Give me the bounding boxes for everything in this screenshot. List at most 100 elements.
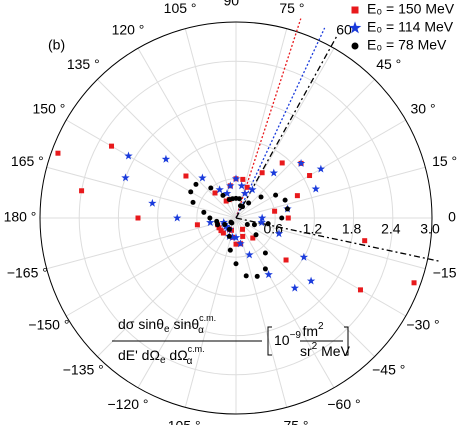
data-point (282, 197, 288, 203)
angular-grid-line (66, 217, 237, 317)
data-point (244, 222, 250, 228)
legend-item: E₀ = 78 MeV (351, 37, 447, 53)
data-point (357, 287, 363, 293)
formula-part: α (187, 356, 193, 367)
data-point (226, 181, 235, 190)
data-point (257, 213, 267, 222)
data-point (135, 215, 141, 221)
angle-tick-label: 60 (336, 22, 352, 38)
formula-part: dσ sinθ (118, 316, 164, 332)
data-point (228, 232, 237, 241)
data-point (265, 221, 271, 227)
data-point (243, 273, 249, 279)
data-point (262, 250, 268, 256)
data-point (250, 235, 256, 241)
angle-tick-label: −120 ° (107, 396, 148, 412)
angle-tick-label: 45 ° (376, 56, 401, 72)
data-point (273, 192, 279, 198)
data-point (272, 208, 278, 214)
formula-part: MeV (317, 343, 350, 359)
legend-item: E₀ = 150 MeV (351, 1, 455, 17)
data-point (201, 209, 207, 215)
angular-grid-line (235, 217, 375, 357)
formula-part: 10 (274, 332, 290, 348)
data-point (264, 270, 273, 279)
angle-tick-label: 75 ° (279, 0, 304, 16)
formula-part: −9 (290, 330, 302, 341)
data-point (190, 199, 196, 205)
radial-grid-circle (39, 21, 433, 415)
legend-label: E₀ = 150 MeV (367, 1, 455, 17)
angular-grid-line (97, 79, 237, 219)
angle-tick-label: 0 (448, 209, 456, 225)
data-point (193, 181, 199, 187)
angular-grid-line (66, 119, 237, 219)
data-point (248, 185, 257, 194)
data-point (283, 257, 289, 263)
angle-tick-label: 180 ° (4, 209, 37, 225)
data-point (274, 229, 284, 238)
data-point (216, 225, 222, 231)
formula-part: sr (300, 343, 312, 359)
data-point (188, 189, 194, 195)
data-point (173, 213, 182, 222)
data-point (215, 222, 221, 228)
data-point (208, 185, 214, 191)
data-point (316, 164, 326, 173)
data-point (240, 233, 246, 239)
data-point (240, 176, 246, 182)
legend-marker (351, 6, 359, 14)
formula-denominator: dE' dΩe dΩc.m. α (118, 344, 205, 366)
formula-part: 2 (318, 321, 324, 332)
angular-grid-line (46, 166, 237, 219)
angular-grid-line (235, 166, 426, 219)
angle-tick-label: −150 ° (28, 317, 69, 333)
data-point (226, 233, 232, 239)
angle-tick-label: 105 ° (164, 0, 197, 16)
data-point (222, 189, 232, 197)
data-point (244, 184, 250, 190)
data-point (311, 184, 320, 193)
angle-tick-label: −135 ° (63, 361, 104, 377)
angle-tick-label: −15 (433, 265, 457, 281)
data-point (148, 198, 157, 207)
unit-denominator: sr2 MeV (300, 341, 351, 359)
formula-part: c.m. (199, 313, 216, 323)
data-point (294, 193, 300, 199)
data-point (233, 261, 239, 267)
angular-grid-line (235, 217, 426, 270)
direction-line (235, 27, 326, 219)
formula-part: e (160, 355, 166, 366)
legend-marker (348, 21, 362, 34)
data-point (121, 173, 130, 182)
data-point (220, 192, 226, 198)
angle-tick-label: −105 ° (160, 417, 201, 425)
data-point (237, 203, 243, 209)
data-point (362, 238, 368, 244)
angular-grid-line (235, 217, 406, 317)
angular-grid-line (137, 217, 237, 388)
formula-part: fm (302, 323, 318, 339)
radial-tick-label: 1.2 (303, 221, 323, 237)
data-point (262, 266, 268, 272)
data-point (279, 215, 285, 221)
angular-grid-line (46, 217, 237, 270)
angle-tick-label: −45 ° (372, 361, 405, 377)
radial-grid-circle (78, 60, 394, 376)
angular-grid-line (184, 28, 237, 219)
angle-tick-label: −30 ° (406, 317, 439, 333)
data-point (269, 168, 278, 177)
data-point (246, 200, 252, 206)
data-point (236, 239, 245, 248)
data-point (55, 150, 61, 156)
data-point (223, 223, 232, 232)
data-point (215, 185, 224, 194)
data-point (307, 173, 313, 179)
data-point (233, 241, 239, 247)
data-point (109, 143, 115, 149)
data-point (245, 250, 254, 259)
legend-label: E₀ = 78 MeV (367, 37, 447, 53)
legend-label: E₀ = 114 MeV (367, 19, 454, 35)
